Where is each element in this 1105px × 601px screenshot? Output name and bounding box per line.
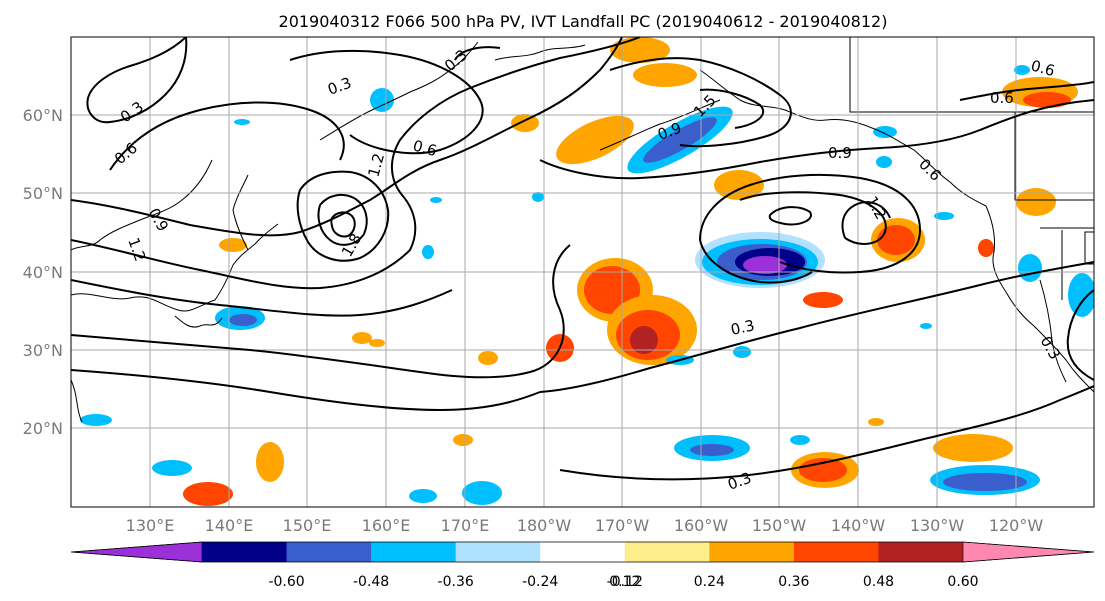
lon-tick-label: 160°W: [674, 516, 729, 535]
colorbar-tick-label: 0.48: [863, 574, 894, 590]
positive-anomaly-shading: [183, 37, 1078, 506]
colorbar-extend-high: [962, 541, 1095, 563]
colorbar-labels: -0.60 -0.48 -0.36 -0.24 -0.120.12 0.24 0.36 0.4…: [268, 574, 978, 590]
contour-label: 0.6: [1029, 56, 1057, 80]
lon-tick-label: 140°W: [831, 516, 886, 535]
contour-label: 0.6: [990, 89, 1014, 107]
lon-tick-label: 150°E: [283, 516, 332, 535]
colorbar-outline: [70, 541, 1095, 563]
colorbar-segment: [286, 542, 372, 562]
colorbar-segment: [624, 542, 710, 562]
colorbar-tick-label: -0.48: [353, 574, 389, 590]
colorbar-tick-label: -0.12: [607, 574, 643, 590]
colorbar-tick-label: 0.12: [609, 574, 640, 590]
lon-tick-label: 140°E: [205, 516, 254, 535]
pv-contours: [71, 37, 1094, 481]
lon-tick-label: 130°W: [910, 516, 965, 535]
colorbar-segment: [202, 542, 288, 562]
lat-tick-label: 20°N: [23, 419, 63, 438]
lat-tick-label: 50°N: [23, 184, 63, 203]
colorbar-extend-low: [70, 541, 203, 563]
borders: [849, 37, 1094, 300]
colorbar-segment: [455, 542, 541, 562]
map-title: 2019040312 F066 500 hPa PV, IVT Landfall…: [279, 12, 888, 31]
lon-tick-label: 170°E: [441, 516, 490, 535]
colorbar-segment: [540, 542, 626, 562]
colorbar-segment: [371, 542, 457, 562]
map-frame: [70, 36, 1095, 508]
colorbar: [70, 541, 1095, 563]
colorbar-tick-label: -0.36: [438, 574, 474, 590]
contour-label: 1.2: [364, 151, 388, 179]
colorbar-segment: [793, 542, 879, 562]
colorbar-segment: [709, 542, 795, 562]
colorbar-tick-label: 0.24: [694, 574, 725, 590]
colorbar-tick-label: -0.24: [522, 574, 558, 590]
map-panel: 0.3 0.3 0.3 0.6 0.6 0.9 0.9 1.2 1.2 1.5 …: [70, 36, 1095, 508]
lat-tick-label: 40°N: [23, 263, 63, 282]
lon-tick-label: 120°W: [989, 516, 1044, 535]
shaded-field: [71, 37, 1094, 507]
lon-tick-label: 130°E: [126, 516, 175, 535]
lon-tick-label: 170°W: [595, 516, 650, 535]
lon-tick-label: 160°E: [362, 516, 411, 535]
contour-label: 0.3: [729, 316, 756, 339]
colorbar-segment: [878, 542, 964, 562]
coastlines: [71, 41, 1094, 423]
lat-tick-label: 30°N: [23, 341, 63, 360]
lat-tick-label: 60°N: [23, 106, 63, 125]
colorbar-tick-label: 0.60: [947, 574, 978, 590]
contour-label: 0.9: [828, 144, 852, 162]
lon-tick-labels: 130°E 140°E 150°E 160°E 170°E 180°W 170°…: [126, 516, 1044, 535]
lat-tick-labels: 60°N 50°N 40°N 30°N 20°N: [23, 106, 63, 438]
lon-tick-label: 180°W: [517, 516, 572, 535]
colorbar-tick-label: -0.60: [268, 574, 304, 590]
lon-tick-label: 150°W: [752, 516, 807, 535]
contour-label: 0.6: [411, 136, 439, 160]
colorbar-tick-label: 0.36: [778, 574, 809, 590]
